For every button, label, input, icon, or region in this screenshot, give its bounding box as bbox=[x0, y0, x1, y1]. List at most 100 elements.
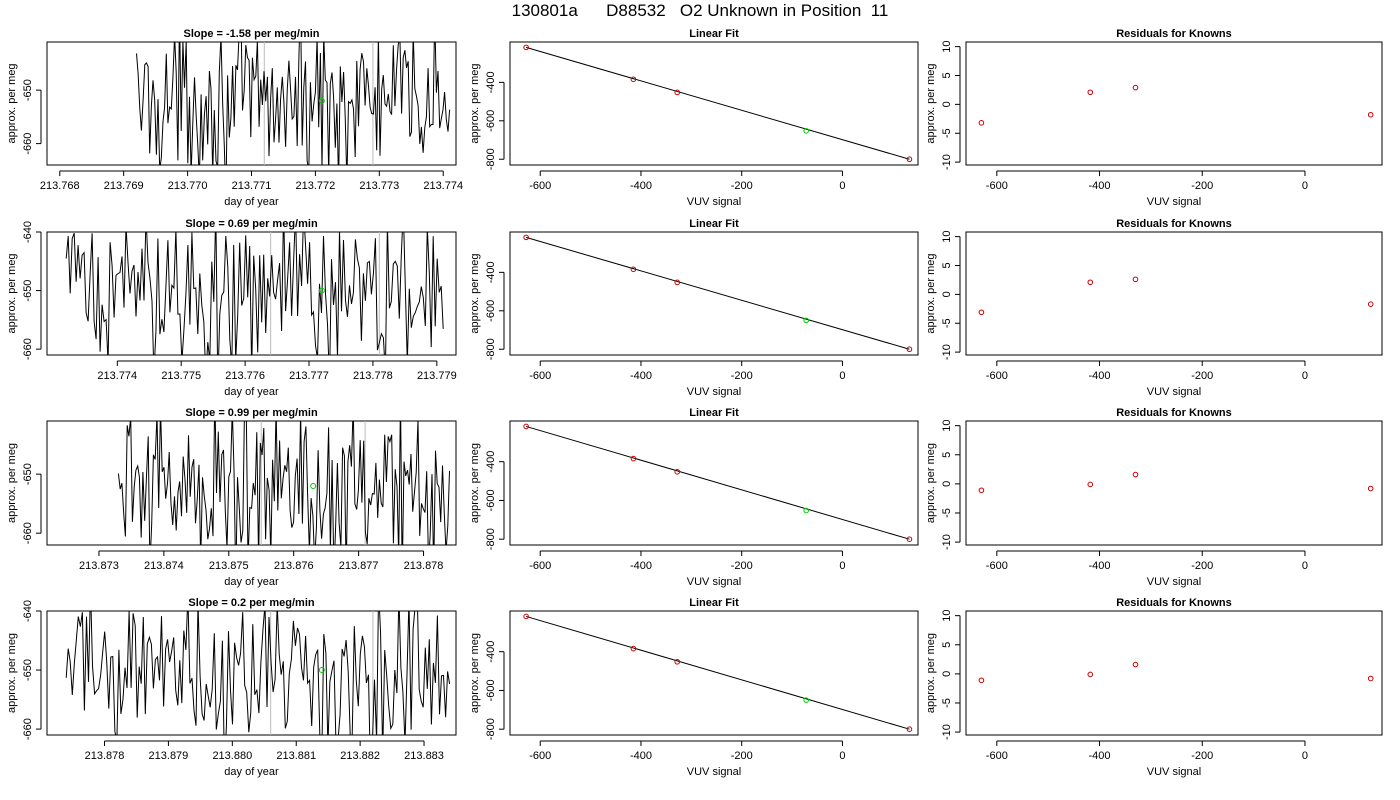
residual-point bbox=[1087, 481, 1094, 488]
plot-area bbox=[978, 84, 1374, 126]
plot-frame bbox=[46, 41, 457, 166]
y-tick-label: 0 bbox=[941, 101, 953, 107]
x-tick-label: -400 bbox=[630, 750, 652, 762]
y-tick-label: 0 bbox=[941, 481, 953, 487]
x-tick-label: -400 bbox=[1089, 560, 1111, 572]
x-axis-label: VUV signal bbox=[1147, 196, 1201, 208]
y-tick-label: -640 bbox=[22, 600, 34, 622]
known-point bbox=[906, 346, 913, 353]
x-tick-label: 213.875 bbox=[209, 560, 249, 572]
residual-point bbox=[1132, 276, 1139, 283]
x-axis-label: VUV signal bbox=[687, 386, 741, 398]
y-tick-label: -660 bbox=[22, 718, 34, 740]
x-tick-label: 213.775 bbox=[161, 370, 201, 382]
x-tick-label: -200 bbox=[1191, 750, 1213, 762]
known-point bbox=[674, 89, 681, 96]
x-tick-label: -600 bbox=[986, 750, 1008, 762]
mean-marker bbox=[310, 482, 317, 489]
residual-point bbox=[1132, 471, 1139, 478]
y-tick-label: -600 bbox=[485, 300, 497, 322]
x-tick-label: -400 bbox=[1089, 370, 1111, 382]
x-axis-label: VUV signal bbox=[1147, 386, 1201, 398]
known-point bbox=[906, 726, 913, 732]
y-tick-label: -600 bbox=[485, 489, 497, 511]
y-tick-label: -10 bbox=[941, 344, 953, 360]
y-tick-label: 5 bbox=[941, 262, 953, 268]
residual-point bbox=[1367, 675, 1374, 682]
x-tick-label: 213.768 bbox=[40, 180, 80, 192]
known-point bbox=[523, 423, 529, 430]
unknown-point bbox=[803, 507, 809, 514]
x-tick-label: 213.773 bbox=[359, 180, 399, 192]
x-tick-label: 213.879 bbox=[149, 750, 189, 762]
y-tick-label: -600 bbox=[485, 110, 497, 132]
x-tick-label: 213.881 bbox=[276, 750, 316, 762]
mean-marker bbox=[318, 97, 325, 104]
known-point bbox=[523, 234, 529, 241]
plot-frame bbox=[509, 41, 919, 166]
panel-r4-c1: Slope = 0.2 per meg/min 213.878 213.879 213… bbox=[6, 597, 457, 778]
panel-r3-c2: Linear Fit -600 -400 -200 0 VUV signal -400 -60… bbox=[469, 407, 919, 588]
y-axis-label: approx. per meg bbox=[925, 63, 937, 143]
residual-point bbox=[1367, 301, 1374, 307]
x-tick-label: 213.878 bbox=[404, 560, 444, 572]
x-tick-label: -600 bbox=[986, 180, 1008, 192]
x-tick-label: -400 bbox=[630, 370, 652, 382]
panel-title: Linear Fit bbox=[689, 407, 739, 419]
x-tick-label: 213.777 bbox=[289, 370, 329, 382]
y-axis-label: approx. per meg bbox=[469, 63, 481, 143]
y-tick-label: 0 bbox=[941, 291, 953, 297]
fit-line bbox=[525, 425, 910, 540]
x-tick-label: 213.874 bbox=[144, 560, 184, 572]
x-tick-label: 213.883 bbox=[404, 750, 444, 762]
x-tick-label: 213.878 bbox=[85, 750, 125, 762]
plot-frame bbox=[965, 231, 1383, 356]
panel-title: Residuals for Knowns bbox=[1116, 218, 1232, 230]
plot-area bbox=[978, 276, 1374, 316]
plot-frame bbox=[509, 231, 919, 356]
y-tick-label: -5 bbox=[941, 128, 953, 138]
y-tick-label: -650 bbox=[22, 280, 34, 302]
panel-title: Slope = 0.99 per meg/min bbox=[185, 407, 318, 419]
y-axis-label: approx. per meg bbox=[6, 443, 18, 523]
y-tick-label: -800 bbox=[485, 528, 497, 550]
residual-point bbox=[978, 120, 985, 126]
y-tick-label: 0 bbox=[941, 671, 953, 677]
panel-r4-c3: Residuals for Knowns -600 -400 -200 0 VUV sig… bbox=[925, 597, 1383, 778]
known-point bbox=[630, 266, 637, 273]
x-tick-label: 213.778 bbox=[353, 370, 393, 382]
y-tick-label: 5 bbox=[941, 72, 953, 78]
x-tick-label: 213.772 bbox=[296, 180, 336, 192]
x-tick-label: 0 bbox=[839, 750, 845, 762]
x-tick-label: -200 bbox=[731, 560, 753, 572]
page-title: 130801a D88532 O2 Unknown in Position 11 bbox=[511, 1, 889, 20]
residual-point bbox=[978, 677, 985, 684]
x-axis-label: VUV signal bbox=[1147, 576, 1201, 588]
unknown-point bbox=[803, 317, 809, 324]
panel-title: Slope = 0.2 per meg/min bbox=[188, 597, 315, 609]
series-line bbox=[136, 42, 451, 165]
known-point bbox=[523, 44, 529, 51]
y-tick-label: -400 bbox=[485, 261, 497, 283]
y-axis-label: approx. per meg bbox=[469, 443, 481, 523]
y-tick-label: -10 bbox=[941, 534, 953, 550]
plot-area bbox=[65, 232, 444, 355]
residual-point bbox=[1087, 89, 1094, 96]
residual-point bbox=[1367, 485, 1374, 492]
plot-frame bbox=[965, 610, 1383, 736]
plot-frame bbox=[509, 610, 919, 736]
plot-frame bbox=[46, 420, 457, 546]
known-point bbox=[630, 645, 637, 652]
x-tick-label: -600 bbox=[529, 750, 551, 762]
x-tick-label: -600 bbox=[986, 560, 1008, 572]
series-line bbox=[65, 611, 451, 735]
y-tick-label: -5 bbox=[941, 318, 953, 328]
series-line bbox=[117, 421, 450, 545]
plot-area bbox=[65, 611, 451, 735]
y-tick-label: -600 bbox=[485, 679, 497, 701]
y-tick-label: -5 bbox=[941, 698, 953, 708]
panel-r4-c2: Linear Fit -600 -400 -200 0 VUV signal -400 -60… bbox=[469, 597, 919, 778]
residual-point bbox=[1132, 661, 1139, 668]
plot-frame bbox=[965, 41, 1383, 166]
y-tick-label: -650 bbox=[22, 79, 34, 101]
